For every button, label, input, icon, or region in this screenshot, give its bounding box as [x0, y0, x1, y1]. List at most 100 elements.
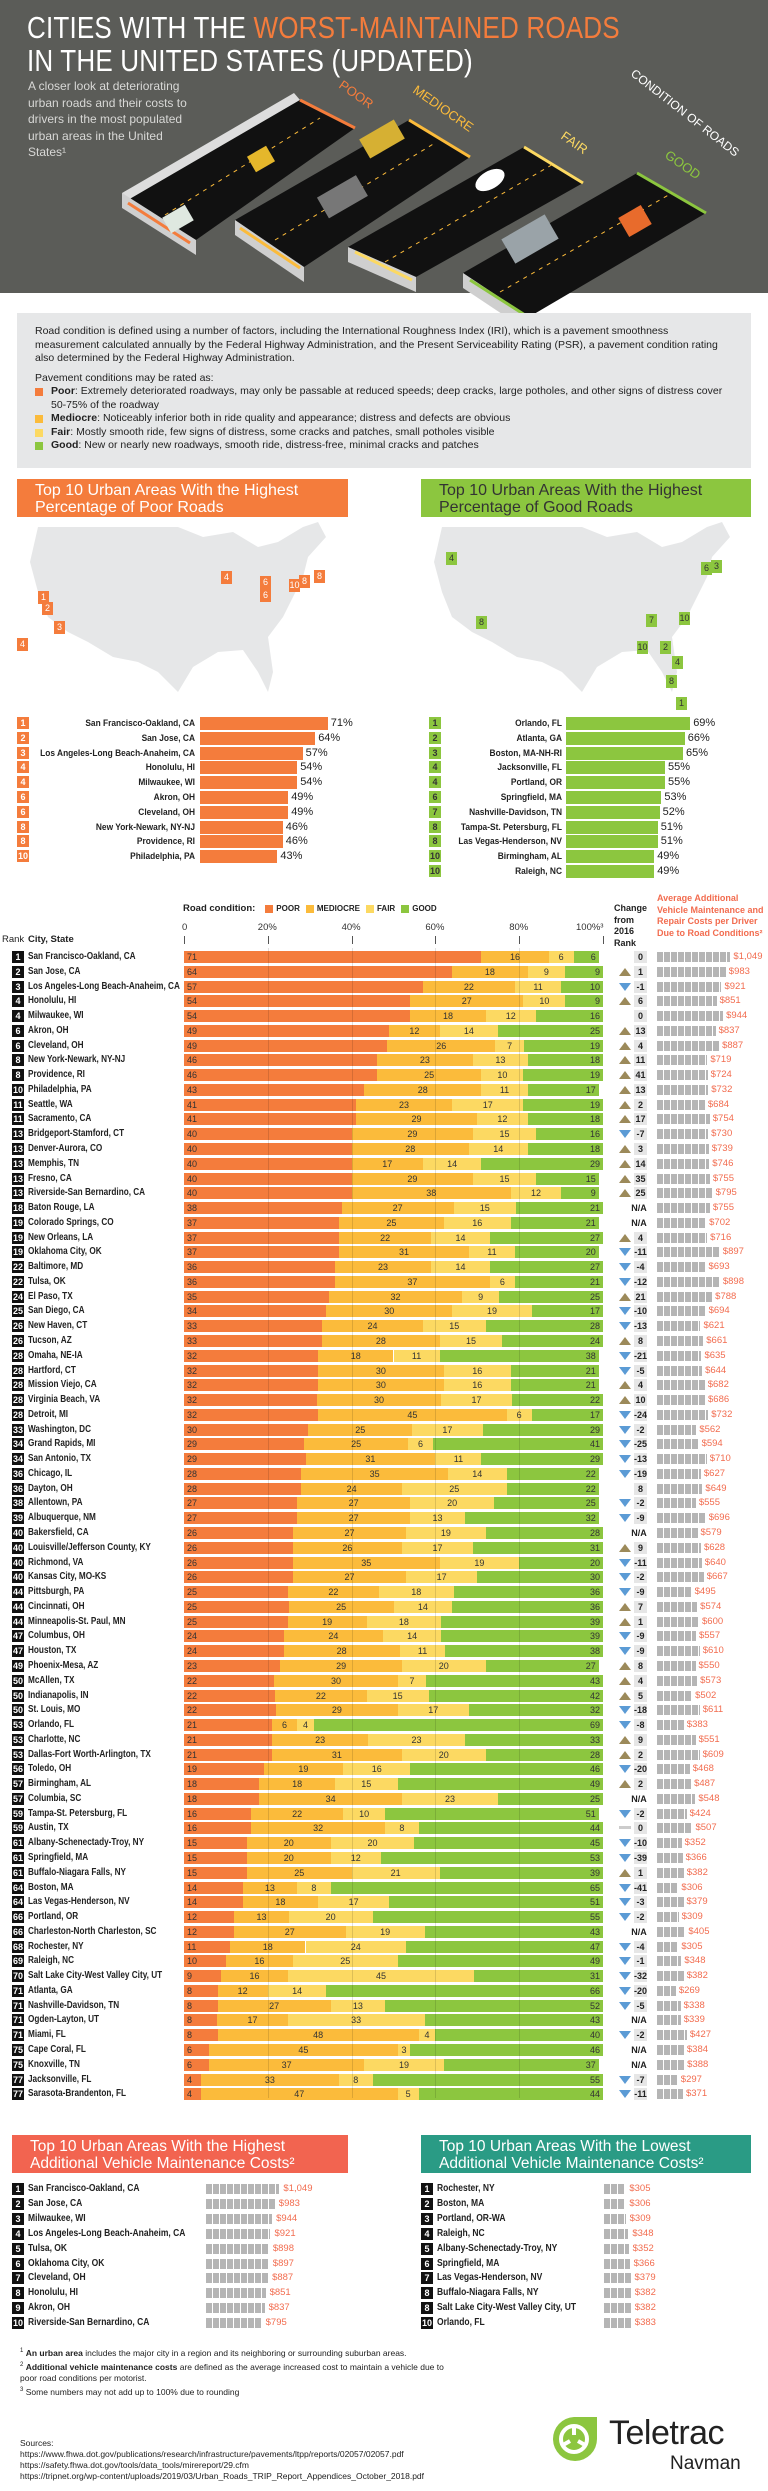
table-row: 13 Riverside-San Bernardino, CA 40 38 12 9 25 $…	[0, 1187, 768, 1200]
city-name: Richmond, VA	[28, 1556, 84, 1568]
cost-bar	[657, 2015, 681, 2026]
list-city: Tulsa, OK	[28, 2242, 68, 2254]
bar-segment-mediocre: 12	[389, 1024, 440, 1037]
cost-value: $562	[699, 1423, 721, 1435]
bar-segment-fair: 15	[334, 1778, 398, 1791]
bar-segment-good: 33	[464, 1733, 603, 1746]
bar-segment-fair: 13	[330, 1999, 386, 2012]
bar-segment-mediocre: 31	[271, 1748, 402, 1761]
city-name: Toledo, OH	[28, 1763, 72, 1775]
list-city: Nashville-Davidson, TN	[469, 806, 562, 818]
bar-segment-fair: 16	[443, 1364, 511, 1377]
cost-value: $574	[700, 1600, 722, 1612]
cost-value: $983	[278, 2197, 300, 2209]
city-name: Springfield, MA	[28, 1851, 89, 1863]
rank-badge: 71	[12, 2014, 24, 2027]
rank-badge: 7	[12, 2272, 24, 2285]
map-marker: 6	[701, 562, 712, 575]
city-name: Jacksonville, FL	[28, 2073, 92, 2085]
list-city: Salt Lake City-West Valley City, UT	[437, 2302, 577, 2314]
arrow-up-icon	[619, 1085, 631, 1094]
cost-value: $366	[685, 1851, 707, 1863]
table-row: 22 Baltimore, MD 36 23 14 27 -4 $693	[0, 1261, 768, 1274]
source-link[interactable]: https://www.fhwa.dot.gov/publications/re…	[20, 2449, 404, 2459]
bar-segment-good: 44	[418, 2088, 603, 2101]
cost-bar	[657, 1572, 704, 1583]
page-title-line2: IN THE UNITED STATES (UPDATED)	[27, 43, 473, 78]
bar-segment-mediocre: 27	[341, 1202, 454, 1215]
bar-segment-good: 9	[561, 1187, 599, 1200]
list-city: Raleigh, NC	[437, 2227, 485, 2239]
bar-segment-mediocre: 30	[274, 1674, 398, 1687]
rank-badge: 28	[12, 1364, 24, 1377]
sources-label: Sources:	[20, 2438, 54, 2448]
arrow-up-icon	[619, 1071, 631, 1080]
rank-badge: 6	[12, 1039, 24, 1052]
cost-value: $640	[704, 1556, 726, 1568]
table-row: 69 Raleigh, NC 10 16 25 49 -1 $348	[0, 1955, 768, 1968]
table-row: 25 San Diego, CA 34 30 19 17 -10 $694	[0, 1305, 768, 1318]
rank-badge: 61	[12, 1851, 24, 1864]
bar-segment-fair: 12	[330, 1851, 381, 1864]
rank-badge: 40	[12, 1571, 24, 1584]
source-link[interactable]: https://safety.fhwa.dot.gov/tools/data_t…	[20, 2460, 249, 2470]
rating-mediocre: Mediocre: Noticeably inferior both in ri…	[35, 412, 733, 426]
table-row: 24 El Paso, TX 35 32 9 25 21 $788	[0, 1290, 768, 1303]
table-row: 4 Honolulu, HI 54 27 10 9 6 $851	[0, 995, 768, 1008]
bar-segment-good: 39	[441, 1615, 603, 1628]
city-name: Dallas-Fort Worth-Arlington, TX	[28, 1748, 151, 1760]
rank-change: -2	[634, 1911, 647, 1924]
arrow-up-icon	[619, 1233, 631, 1242]
bar-segment-poor: 33	[184, 1320, 323, 1333]
bar-segment-fair: 16	[343, 1763, 411, 1776]
bar-segment-mediocre: 25	[288, 1600, 394, 1613]
bar-segment-fair: 6	[408, 1438, 433, 1451]
bar-segment-poor: 26	[184, 1571, 293, 1584]
bar-segment-poor: 29	[184, 1438, 305, 1451]
cost-bar	[604, 2243, 629, 2254]
cost-value: $609	[702, 1748, 724, 1760]
cost-bar	[657, 1808, 687, 1819]
list-city: Providence, RI	[136, 836, 195, 848]
rank-change: 41	[634, 1069, 647, 1082]
rating-name: Poor	[51, 385, 75, 397]
bar-segment-good: 21	[515, 1275, 603, 1288]
bar-segment-fair: 14	[447, 1467, 507, 1480]
table-row: 40 Bakersfield, CA 26 27 19 28 N/A $579	[0, 1527, 768, 1540]
axis-tick	[184, 936, 185, 944]
pct-label: 49%	[291, 791, 314, 803]
rank-change: -11	[634, 1556, 647, 1569]
road-label-poor: POOR	[336, 77, 376, 111]
table-row: 28 Hartford, CT 32 30 16 21 -5 $644	[0, 1364, 768, 1377]
rank-change: -10	[634, 1837, 648, 1850]
map-marker: 8	[299, 575, 310, 588]
list-city: Las Vegas-Henderson, NV	[437, 2272, 543, 2284]
city-name: Memphis, TN	[28, 1157, 80, 1169]
rank-badge: 4	[429, 776, 441, 789]
bar-segment-fair: 12	[510, 1187, 562, 1200]
road-mediocre	[235, 118, 471, 282]
bar-segment-mediocre: 33	[200, 2073, 340, 2086]
bar-segment-poor: 16	[184, 1807, 252, 1820]
table-row: 77 Jacksonville, FL 4 33 8 55 -7 $297	[0, 2073, 768, 2086]
arrow-down-icon	[619, 1455, 631, 1464]
table-row: 57 Columbia, SC 18 34 23 25 N/A $548	[0, 1792, 768, 1805]
bar-segment-good: 31	[474, 1970, 603, 1983]
rank-change: 0	[634, 1010, 647, 1023]
bar-segment-poor: 21	[184, 1719, 272, 1732]
rank-badge: 3	[421, 2212, 433, 2225]
city-name: Tampa-St. Petersburg, FL	[28, 1807, 128, 1819]
cost-bar	[657, 1912, 679, 1923]
rank-change: -32	[634, 1970, 648, 1983]
source-link[interactable]: https://tripnet.org/wp-content/uploads/2…	[20, 2471, 425, 2481]
cost-value: $649	[705, 1482, 727, 1494]
cost-value: $921	[724, 980, 746, 992]
table-row: 49 Phoenix-Mesa, AZ 23 29 20 27 8 $550	[0, 1659, 768, 1672]
map-marker: 10	[679, 612, 690, 625]
rank-change: -9	[634, 1586, 647, 1599]
bar-segment-mediocre: 37	[334, 1275, 490, 1288]
bar-segment-mediocre: 17	[217, 2014, 288, 2027]
bar-segment-fair: 18	[366, 1615, 442, 1628]
title-text: CITIES WITH THE	[27, 10, 254, 45]
bar-segment-mediocre: 18	[230, 1940, 306, 1953]
